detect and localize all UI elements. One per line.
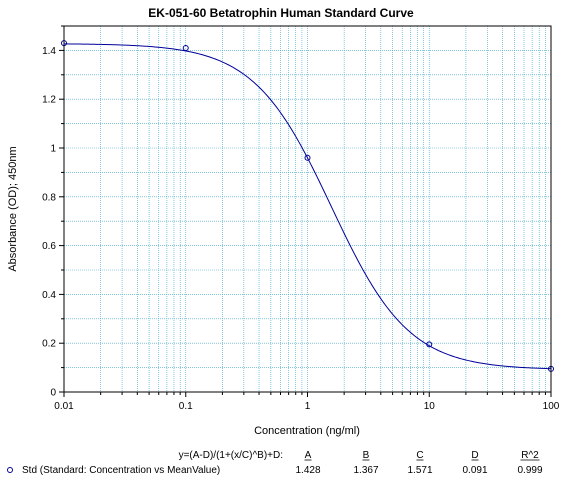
x-tick-label: 1 — [305, 401, 311, 412]
y-tick-label: 0.2 — [42, 339, 56, 350]
legend-marker — [7, 467, 13, 473]
y-tick-label: 1.2 — [42, 95, 56, 106]
fit-parameter-values: 1.428 1.367 1.571 0.091 0.999 — [295, 465, 542, 476]
data-point — [426, 341, 433, 348]
y-tick-label: 0.4 — [42, 290, 56, 301]
x-tick-label: 10 — [424, 401, 436, 412]
y-tick-label: 0.6 — [42, 241, 56, 252]
fit-value: 1.367 — [353, 465, 378, 476]
y-tick-label: 0.8 — [42, 192, 56, 203]
fit-value: 0.999 — [517, 465, 542, 476]
legend-label: Std (Standard: Concentration vs MeanValu… — [22, 465, 220, 476]
data-point — [304, 154, 311, 161]
fit-header: C — [416, 450, 423, 461]
y-tick-label: 0 — [50, 388, 56, 399]
y-tick-label: 1 — [50, 144, 56, 155]
y-axis-label: Absorbance (OD); 450nm — [7, 146, 19, 271]
fit-equation: y=(A-D)/(1+(x/C)^B)+D: — [179, 450, 283, 461]
fit-value: 0.091 — [462, 465, 487, 476]
fit-header: R^2 — [521, 450, 539, 461]
fit-header: A — [305, 450, 312, 461]
fit-parameter-headers: A B C D R^2 — [304, 450, 540, 461]
fit-value: 1.428 — [295, 465, 320, 476]
x-tick-label: 100 — [543, 401, 560, 412]
fit-header: D — [471, 450, 478, 461]
fit-header: B — [363, 450, 370, 461]
x-axis: 0.01 0.1 1 10 100 — [54, 392, 560, 412]
y-tick-label: 1.4 — [42, 46, 56, 57]
x-tick-label: 0.1 — [179, 401, 193, 412]
grid-lines — [64, 26, 551, 392]
x-axis-label: Concentration (ng/ml) — [254, 425, 360, 437]
y-axis: 0 0.2 0.4 0.6 0.8 1 1.2 1.4 — [42, 25, 64, 399]
fit-curve — [63, 43, 552, 370]
data-point — [182, 44, 189, 51]
x-tick-label: 0.01 — [54, 401, 74, 412]
chart-title: EK-051-60 Betatrophin Human Standard Cur… — [148, 6, 414, 20]
fit-value: 1.571 — [407, 465, 432, 476]
